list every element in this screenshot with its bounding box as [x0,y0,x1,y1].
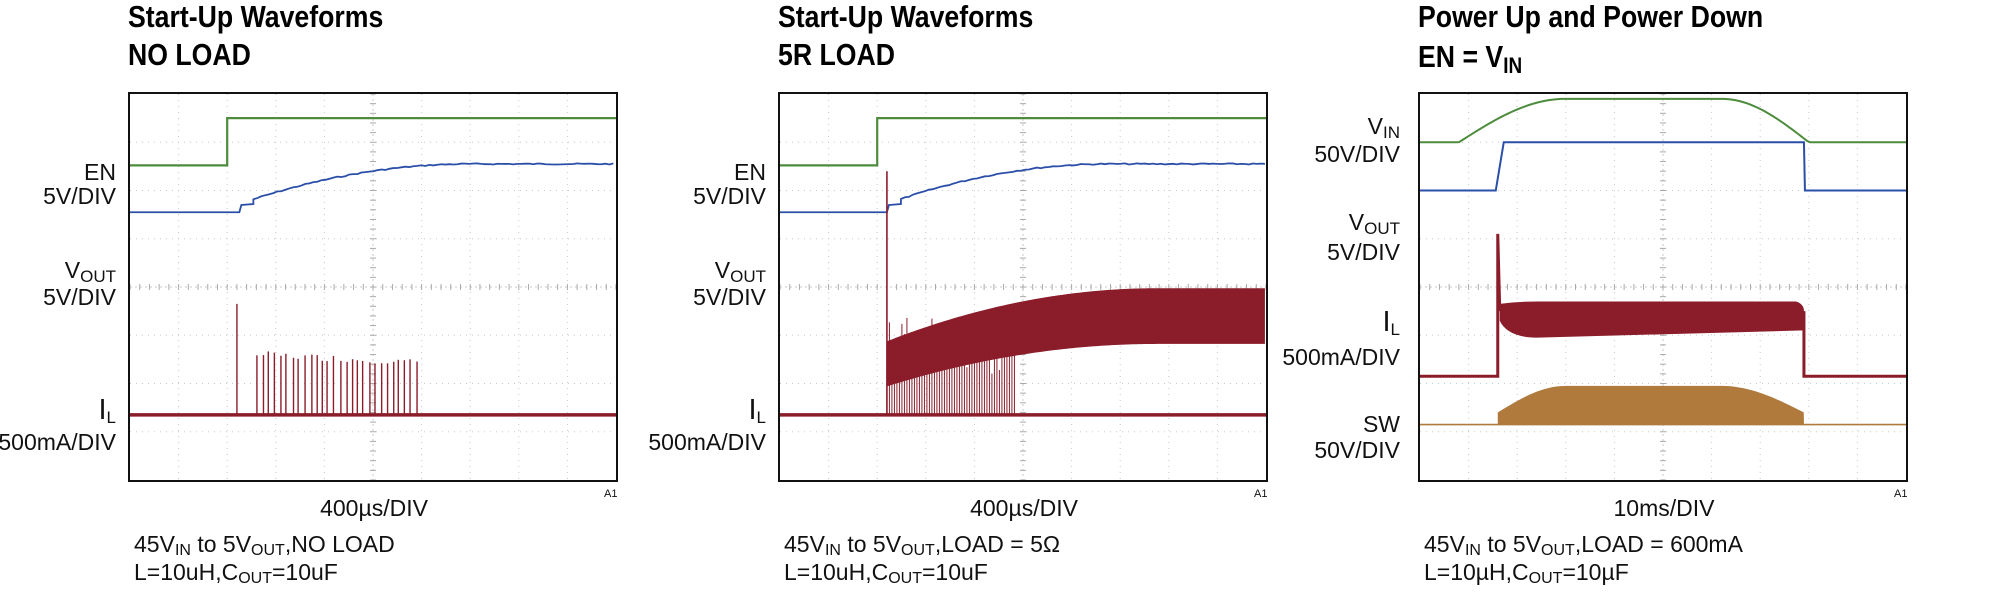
trace-scale-il: 500mA/DIV [1282,344,1400,370]
chart-panel-3: Power Up and Power Down EN = VIN VIN 50V… [1282,0,1960,615]
en-trace [780,117,1266,167]
timebase-label: 10ms/DIV [1613,495,1715,521]
il-band [1499,301,1804,338]
chart-title-line2: 5R LOAD [778,37,896,72]
trace-label-en: EN [84,159,116,185]
trace-scale-sw: 50V/DIV [1314,437,1400,463]
caption-text: ,LOAD = 5Ω [934,531,1061,557]
caption-text: ,NO LOAD [284,531,395,557]
caption-subscript: IN [1464,542,1481,559]
caption-subscript: IN [824,542,841,559]
caption-text: to 5V [1480,531,1542,557]
caption-line1: 45VIN to 5VOUT,LOAD = 600mA [1424,530,1743,565]
trace-scale-il: 500mA/DIV [0,429,116,455]
caption-text: ,LOAD = 600mA [1574,531,1743,557]
trace-label-vin: VIN [1367,113,1400,142]
caption-text: L=10uH,C [134,559,239,585]
channel-label: A1 [1894,488,1908,500]
vin-trace [1420,97,1906,144]
timebase-label: 400µs/DIV [970,495,1078,521]
trace-scale-en: 5V/DIV [43,183,116,209]
caption-text: 45V [1424,531,1465,557]
caption-text: L=10uH,C [784,559,889,585]
trace-label-vout: VOUT [714,257,766,286]
il-trace [1420,233,1502,378]
caption-subscript: OUT [251,542,285,559]
il-trace [1802,311,1906,378]
scope-screen [128,92,618,482]
vout-trace [130,162,614,214]
scope-traces [130,94,616,480]
caption-line1: 45VIN to 5VOUT,LOAD = 5Ω [784,530,1060,565]
chart-panel-1: Start-Up Waveforms NO LOAD EN 5V/DIV VOU… [0,0,660,615]
scope-screen [778,92,1268,482]
trace-label-sw: SW [1362,411,1400,437]
graticule [780,94,1266,480]
scope-screen [1418,92,1908,482]
chart-title-line2: EN = VIN [1418,39,1523,78]
caption-text: =10uF [922,559,988,585]
caption-subscript: OUT [888,570,922,587]
caption-line1: 45VIN to 5VOUT,NO LOAD [134,530,395,565]
trace-label-vout: VOUT [1348,209,1400,238]
trace-scale-en: 5V/DIV [693,183,766,209]
trace-label-il: IL [98,394,116,428]
caption-subscript: OUT [238,570,272,587]
caption-text: to 5V [190,531,252,557]
vout-trace [1420,141,1906,192]
trace-label-vout: VOUT [64,257,116,286]
caption-line2: L=10µH,COUT=10µF [1424,558,1629,593]
timebase-label: 400µs/DIV [320,495,428,521]
scope-traces [780,94,1266,480]
channel-label: A1 [1254,488,1268,500]
il-envelope [886,288,1265,387]
caption-text: =10µF [1562,559,1629,585]
caption-subscript: OUT [901,542,935,559]
vout-trace [780,162,1265,214]
caption-subscript: OUT [1528,570,1563,587]
trace-scale-vout: 5V/DIV [43,284,116,310]
en-trace [130,117,616,167]
caption-subscript: OUT [1541,542,1575,559]
graticule [130,94,616,480]
caption-text: 45V [784,531,825,557]
chart-title-line1: Power Up and Power Down [1418,0,1764,34]
trace-scale-vout: 5V/DIV [1327,239,1400,265]
trace-scale-vin: 50V/DIV [1314,141,1400,167]
trace-scale-il: 500mA/DIV [648,429,766,455]
caption-subscript: IN [174,542,191,559]
caption-text: 45V [134,531,175,557]
sw-envelope [1497,385,1804,425]
caption-line2: L=10uH,COUT=10uF [134,558,338,593]
chart-title-line1: Start-Up Waveforms [128,0,384,34]
trace-scale-vout: 5V/DIV [693,284,766,310]
caption-text: =10uF [272,559,338,585]
caption-text: to 5V [840,531,902,557]
trace-label-en: EN [734,159,766,185]
caption-line2: L=10uH,COUT=10uF [784,558,988,593]
trace-label-il: IL [748,394,766,428]
chart-panel-2: Start-Up Waveforms 5R LOAD EN 5V/DIV VOU… [648,0,1310,615]
chart-title-line1: Start-Up Waveforms [778,0,1034,34]
caption-text: L=10µH,C [1424,559,1529,585]
chart-title-line2: NO LOAD [128,37,251,72]
channel-label: A1 [604,488,618,500]
scope-traces [1420,94,1906,480]
trace-label-il: IL [1382,306,1400,340]
